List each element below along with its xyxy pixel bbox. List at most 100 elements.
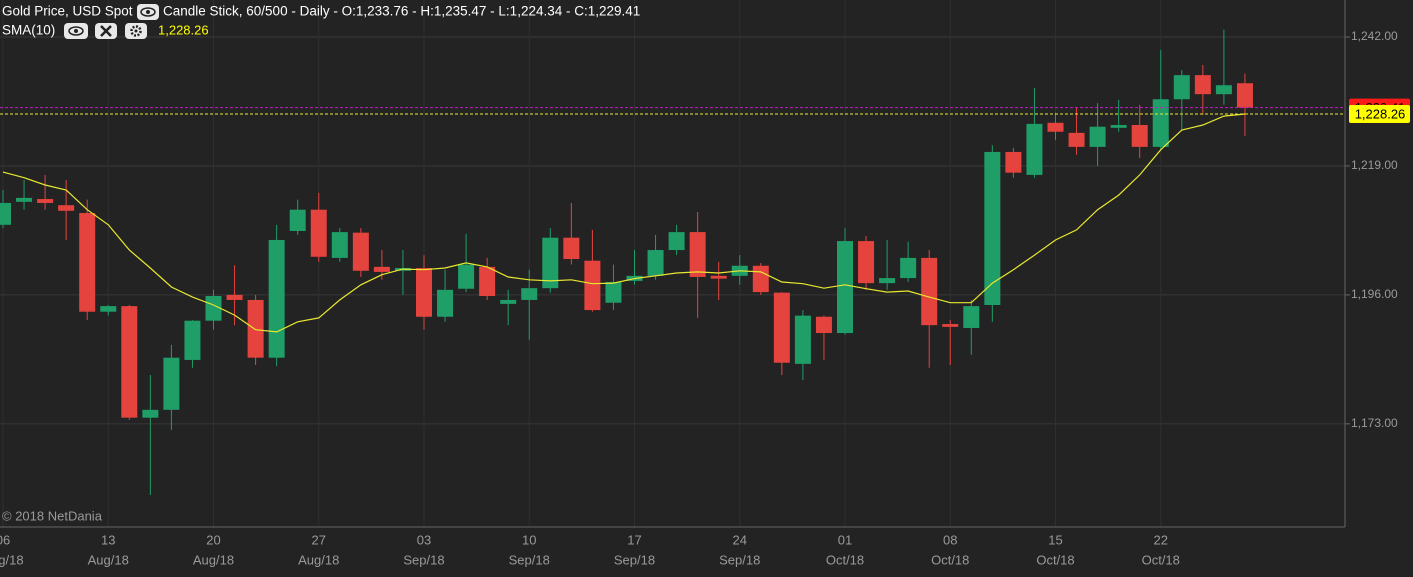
x-tick-label: Sep/18 [509,552,550,567]
candle-body [563,237,580,260]
x-tick-label: Oct/18 [826,552,864,567]
candle-body [142,409,159,418]
sma-line [2,113,1246,333]
candle-body [458,264,475,289]
x-tick-label: Sep/18 [403,552,444,567]
x-tick-label: Sep/18 [719,552,760,567]
candle-body [247,299,264,358]
candle-body [226,294,243,300]
visibility-icon[interactable] [137,4,159,20]
candle-body [921,257,938,326]
x-tick-label: Oct/18 [931,552,969,567]
candle-body [605,282,622,303]
candle-body [1236,83,1253,108]
x-tick-label: 06 [0,532,10,547]
x-tick-label: 24 [733,532,747,547]
candle-body [942,324,959,327]
candle-body [1068,132,1085,147]
candle-body [100,306,117,312]
candle-body [521,288,538,300]
candle-body [900,257,917,279]
candle-body [1026,123,1043,175]
candle-body [500,299,517,304]
candle-body [710,275,727,279]
candle-body [373,266,390,272]
candle-body [310,209,327,257]
x-tick-label: 13 [101,532,115,547]
x-tick-label: Oct/18 [1142,552,1180,567]
x-tick-label: 27 [312,532,326,547]
x-tick-label: 01 [838,532,852,547]
candle-body [1215,85,1232,95]
candle-body [268,239,285,358]
x-tick-label: 10 [522,532,536,547]
y-tick-label: 1,219.00 [1351,158,1398,172]
candle-body [479,266,496,297]
x-tick-label: 20 [206,532,220,547]
x-tick-label: Sep/18 [614,552,655,567]
candle-body [416,267,432,317]
candle-body [1005,151,1022,173]
candle-body [1152,99,1169,147]
candle-body [584,260,601,311]
overlay-visibility-icon[interactable] [64,23,88,39]
candle-body [668,232,685,251]
candle-body [1131,125,1148,147]
candle-body [184,320,201,360]
candle-body [37,199,54,203]
plot-area [0,29,1345,496]
y-tick-label: 1,196.00 [1351,287,1398,301]
candle-body [79,213,96,312]
x-tick-label: 17 [627,532,641,547]
candle-body [1194,75,1211,95]
credit: © 2018 NetDania [2,508,103,523]
y-tick-label: 1,242.00 [1351,29,1398,43]
candle-body [163,357,180,410]
candle-body [647,250,664,276]
candle-body [331,232,348,258]
candle-body [121,306,138,418]
candle-body [1047,122,1064,132]
candle-body [1089,126,1106,147]
axes: 1,173.00 1,196.00 1,219.00 1,242.00 06 Aug/18… [0,29,1410,567]
x-tick-label: Oct/18 [1036,552,1074,567]
x-tick-label: 03 [417,532,431,547]
candle-body [858,241,875,284]
candle-body [205,296,222,321]
candle-body [984,151,1001,305]
candle-body [352,232,369,271]
price-tag [1349,105,1410,124]
x-tick-label: 22 [1154,532,1168,547]
candle-body [773,292,790,363]
x-tick-label: 08 [943,532,957,547]
chart-subtitle: Candle Stick, 60/500 - Daily - O:1,233.7… [163,4,640,19]
candle-body [963,306,980,328]
candle-body [689,232,706,277]
candle-body [542,237,559,289]
x-tick-label: Aug/18 [193,552,234,567]
overlay-remove-icon[interactable] [95,23,117,39]
y-tick-label: 1,173.00 [1351,416,1398,430]
overlay-settings-icon[interactable] [125,23,147,39]
candle-body [815,316,832,334]
candle-body [0,202,11,225]
candle-body [437,289,454,317]
candle-body [16,197,33,202]
candle-body [289,209,306,231]
x-tick-label: 15 [1048,532,1062,547]
x-tick-label: Aug/18 [88,552,129,567]
candle-body [794,315,811,364]
overlay-last-value: 1,228.26 [158,22,209,37]
x-tick-label: Aug/18 [298,552,339,567]
candle-body [837,241,853,334]
candle-body [879,278,896,284]
chart-title: Gold Price, USD Spot [2,4,133,19]
candle-body [1110,125,1127,128]
candle-body [1173,75,1190,100]
price-tag-label: 1,228.26 [1355,106,1406,121]
candle-body [58,205,75,211]
candle-body [752,265,769,293]
x-tick-label: Aug/18 [0,552,24,567]
